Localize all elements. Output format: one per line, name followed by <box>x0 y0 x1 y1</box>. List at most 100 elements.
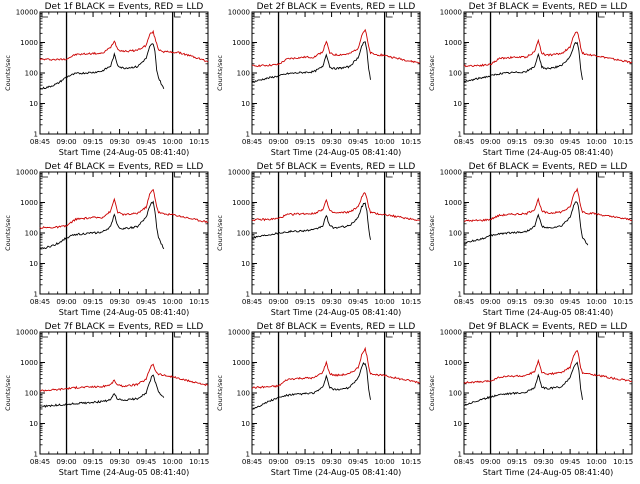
y-axis-label: Counts/sec <box>4 375 12 411</box>
x-tick-label: 09:15 <box>83 138 103 146</box>
y-axis-label: Counts/sec <box>428 215 436 251</box>
y-tick-label: 10000 <box>228 9 250 17</box>
x-tick-label: 09:15 <box>295 298 315 306</box>
marker-bracket <box>386 12 393 18</box>
x-tick-label: 08:45 <box>454 458 474 466</box>
marker-bracket <box>174 172 181 178</box>
y-axis-label: Counts/sec <box>428 55 436 91</box>
series-line-lld <box>39 29 209 63</box>
marker-bracket <box>386 332 393 338</box>
x-axis-label: Start Time (24-Aug-05 08:41:40) <box>271 308 402 317</box>
x-tick-label: 09:30 <box>321 458 341 466</box>
x-tick-label: 09:00 <box>268 138 288 146</box>
x-tick-label: 10:15 <box>401 298 421 306</box>
x-tick-label: 09:00 <box>56 138 76 146</box>
y-tick-label: 1000 <box>444 199 462 207</box>
series-line-lld <box>463 187 633 223</box>
plot-frame <box>251 171 421 295</box>
series-line-lld <box>39 363 209 392</box>
x-tick-label: 08:45 <box>30 298 50 306</box>
plot-frame <box>463 331 633 455</box>
x-tick-label: 08:45 <box>30 458 50 466</box>
x-tick-label: 10:15 <box>613 298 633 306</box>
x-tick-label: 10:00 <box>587 138 607 146</box>
x-axis-label: Start Time (24-Aug-05 08:41:40) <box>271 468 402 477</box>
x-axis-label: Start Time (24-Aug-05 08:41:40) <box>483 468 614 477</box>
x-tick-label: 09:45 <box>560 458 580 466</box>
marker-bracket <box>465 12 472 18</box>
detector-plot-9: Det 9f BLACK = Events, RED = LLD Counts/s… <box>428 322 633 477</box>
y-tick-label: 10 <box>29 100 38 108</box>
x-tick-label: 10:00 <box>163 458 183 466</box>
y-tick-label: 1000 <box>20 199 38 207</box>
series-line-events <box>463 41 583 84</box>
x-tick-label: 09:00 <box>268 458 288 466</box>
marker-bracket <box>41 12 48 18</box>
marker-bracket <box>598 172 605 178</box>
series-line-lld <box>251 346 421 389</box>
x-tick-label: 09:15 <box>83 298 103 306</box>
y-tick-label: 1 <box>34 291 38 299</box>
plot-title: Det 7f BLACK = Events, RED = LLD <box>45 322 204 332</box>
marker-bracket <box>253 332 260 338</box>
y-tick-label: 100 <box>449 70 462 78</box>
detector-plot-4: Det 4f BLACK = Events, RED = LLD Counts/s… <box>4 162 209 317</box>
y-tick-label: 1000 <box>20 39 38 47</box>
x-tick-label: 09:30 <box>533 458 553 466</box>
y-tick-label: 10000 <box>440 329 462 337</box>
x-tick-label: 10:00 <box>587 298 607 306</box>
y-tick-label: 10000 <box>228 169 250 177</box>
x-tick-label: 09:00 <box>56 298 76 306</box>
plot-title: Det 9f BLACK = Events, RED = LLD <box>469 322 628 332</box>
x-tick-label: 08:45 <box>242 138 262 146</box>
x-tick-label: 10:15 <box>401 458 421 466</box>
x-tick-label: 09:30 <box>109 138 129 146</box>
y-tick-label: 1 <box>34 451 38 459</box>
plot-frame <box>463 11 633 135</box>
x-tick-label: 09:15 <box>507 298 527 306</box>
x-tick-label: 08:45 <box>242 298 262 306</box>
y-tick-label: 10000 <box>440 9 462 17</box>
x-tick-label: 09:00 <box>480 298 500 306</box>
y-tick-label: 10000 <box>16 9 38 17</box>
y-tick-label: 100 <box>25 70 38 78</box>
plot-frame <box>463 171 633 295</box>
x-tick-label: 10:15 <box>613 138 633 146</box>
series-line-lld <box>39 188 209 230</box>
series-line-events <box>463 361 583 406</box>
marker-bracket <box>174 332 181 338</box>
series-line-events <box>39 43 165 90</box>
x-tick-label: 09:30 <box>109 298 129 306</box>
x-tick-label: 09:45 <box>348 138 368 146</box>
x-tick-label: 09:30 <box>109 458 129 466</box>
x-tick-label: 09:45 <box>136 298 156 306</box>
x-tick-label: 09:00 <box>56 458 76 466</box>
detector-plot-1: Det 1f BLACK = Events, RED = LLD Counts/s… <box>4 2 209 157</box>
y-tick-label: 1 <box>246 451 250 459</box>
y-tick-label: 10000 <box>16 169 38 177</box>
plot-title: Det 6f BLACK = Events, RED = LLD <box>469 162 628 172</box>
plot-title: Det 8f BLACK = Events, RED = LLD <box>257 322 416 332</box>
x-tick-label: 09:00 <box>480 138 500 146</box>
y-tick-label: 1 <box>246 291 250 299</box>
marker-bracket <box>465 332 472 338</box>
marker-bracket <box>174 12 181 18</box>
plot-frame <box>251 11 421 135</box>
x-tick-label: 09:45 <box>348 458 368 466</box>
marker-bracket <box>41 332 48 338</box>
marker-bracket <box>253 12 260 18</box>
x-tick-label: 09:15 <box>295 458 315 466</box>
y-axis-label: Counts/sec <box>4 215 12 251</box>
x-tick-label: 08:45 <box>242 458 262 466</box>
y-tick-label: 100 <box>25 390 38 398</box>
y-tick-label: 10000 <box>228 329 250 337</box>
y-tick-label: 10 <box>241 420 250 428</box>
series-line-events <box>251 41 371 84</box>
x-tick-label: 09:15 <box>507 458 527 466</box>
y-tick-label: 10000 <box>16 329 38 337</box>
x-tick-label: 09:30 <box>321 138 341 146</box>
y-tick-label: 1000 <box>20 359 38 367</box>
x-tick-label: 10:00 <box>587 458 607 466</box>
y-tick-label: 100 <box>25 230 38 238</box>
